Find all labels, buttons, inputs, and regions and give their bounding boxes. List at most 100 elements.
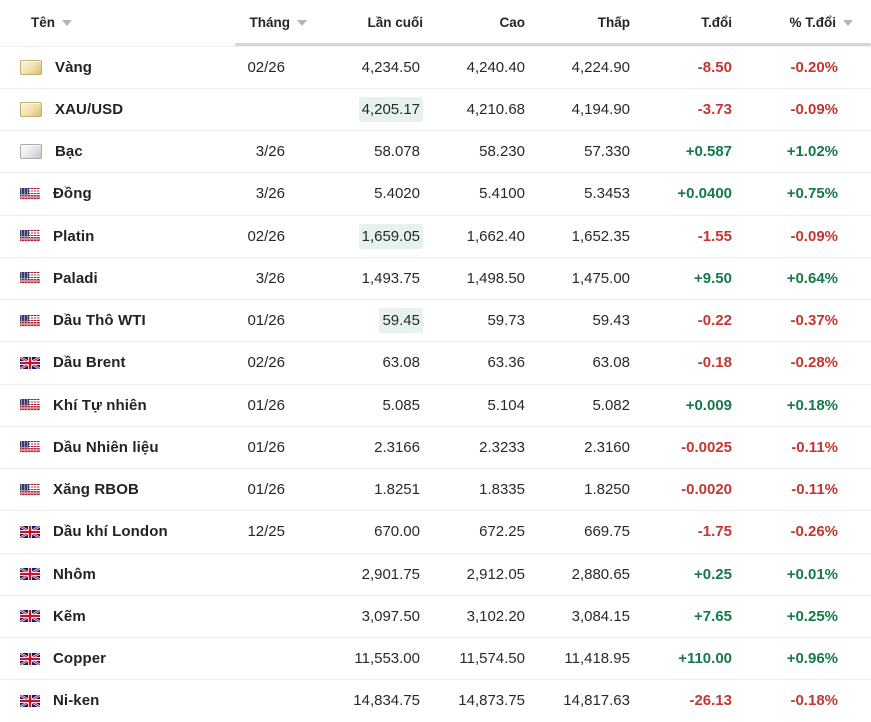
table-row[interactable]: Kẽm 3,097.50 3,102.20 3,084.15 +7.65 +0.25% (0, 595, 871, 639)
instrument-cell: Nhôm (0, 553, 235, 596)
last-price-value: 3,097.50 (361, 607, 420, 625)
instrument-name-link[interactable]: Kẽm (53, 607, 86, 625)
table-header-row: Tên Tháng Lần cuối Cao Thấp (0, 0, 871, 47)
month-cell: 01/26 (235, 299, 285, 343)
uk-flag-icon (20, 652, 40, 665)
change-pct-cell: -0.37% (732, 299, 871, 343)
sort-chevron-down-icon[interactable] (297, 19, 307, 26)
instrument-name-link[interactable]: Ni-ken (53, 692, 100, 710)
table-row[interactable]: Vàng 02/26 4,234.50 4,240.40 4,224.90 -8.50 -0… (0, 46, 871, 89)
table-row[interactable]: Platin 02/26 1,659.05 1,662.40 1,652.35 -1.55… (0, 215, 871, 258)
table-row[interactable]: Nhôm 2,901.75 2,912.05 2,880.65 +0.25 +0.01% (0, 553, 871, 596)
change-cell: +0.587 (630, 130, 732, 174)
low-cell: 1,475.00 (525, 257, 630, 301)
high-cell: 11,574.50 (423, 637, 525, 681)
column-header-change[interactable]: T.đổi (630, 0, 732, 47)
change-cell: +110.00 (630, 637, 732, 681)
month-cell (235, 679, 285, 722)
instrument-cell: Khí Tự nhiên (0, 384, 235, 427)
table-row[interactable]: Đồng 3/26 5.4020 5.4100 5.3453 +0.0400 +0.75% (0, 172, 871, 216)
change-pct-cell: -0.28% (732, 341, 871, 385)
last-price-value: 670.00 (374, 523, 420, 541)
instrument-name-link[interactable]: Copper (53, 650, 107, 668)
change-pct-cell: -0.11% (732, 468, 871, 512)
month-cell: 02/26 (235, 341, 285, 385)
instrument-name-link[interactable]: Bạc (55, 143, 83, 161)
table-row[interactable]: Dầu khí London 12/25 670.00 672.25 669.75 -1.… (0, 510, 871, 554)
month-cell: 12/25 (235, 510, 285, 554)
instrument-name-link[interactable]: XAU/USD (55, 100, 124, 118)
month-cell: 3/26 (235, 172, 285, 216)
change-cell: -0.0020 (630, 468, 732, 512)
table-row[interactable]: Dầu Nhiên liệu 01/26 2.3166 2.3233 2.3160 -0.… (0, 426, 871, 470)
change-cell: -26.13 (630, 679, 732, 722)
instrument-name-link[interactable]: Dầu Nhiên liệu (53, 438, 159, 456)
high-cell: 5.4100 (423, 172, 525, 216)
month-cell (235, 553, 285, 596)
column-header-high[interactable]: Cao (423, 0, 525, 47)
instrument-name-link[interactable]: Platin (53, 227, 95, 245)
instrument-cell: Vàng (0, 46, 235, 89)
sort-chevron-down-icon[interactable] (843, 19, 853, 26)
instrument-cell: Kẽm (0, 595, 235, 639)
table-row[interactable]: Bạc 3/26 58.078 58.230 57.330 +0.587 +1.02% (0, 130, 871, 174)
instrument-name-link[interactable]: Đồng (53, 185, 92, 203)
column-header-change-pct[interactable]: % T.đổi (732, 0, 871, 47)
horizontal-scrollbar-thumb[interactable] (235, 43, 871, 46)
column-header-change-label: T.đổi (701, 15, 732, 31)
month-cell (235, 88, 285, 132)
last-price-cell: 1,659.05 (285, 215, 423, 258)
change-pct-cell: -0.18% (732, 679, 871, 722)
month-cell: 02/26 (235, 215, 285, 258)
table-row[interactable]: Copper 11,553.00 11,574.50 11,418.95 +110.00… (0, 637, 871, 681)
column-header-low[interactable]: Thấp (525, 0, 630, 47)
instrument-cell: Paladi (0, 257, 235, 301)
instrument-cell: Ni-ken (0, 679, 235, 722)
sort-chevron-down-icon[interactable] (62, 19, 73, 26)
high-cell: 59.73 (423, 299, 525, 343)
change-pct-cell: -0.26% (732, 510, 871, 554)
instrument-cell: Bạc (0, 130, 235, 174)
instrument-name-link[interactable]: Khí Tự nhiên (53, 396, 147, 414)
low-cell: 11,418.95 (525, 637, 630, 681)
instrument-name-link[interactable]: Paladi (53, 269, 98, 287)
table-row[interactable]: XAU/USD 4,205.17 4,210.68 4,194.90 -3.73 -0.0… (0, 88, 871, 132)
column-header-last[interactable]: Lần cuối (285, 0, 423, 47)
instrument-cell: Dầu Brent (0, 341, 235, 385)
month-cell: 01/26 (235, 468, 285, 512)
instrument-name-link[interactable]: Dầu khí London (53, 523, 168, 541)
gold-bar-icon (20, 101, 42, 117)
last-price-value: 1,493.75 (361, 269, 420, 287)
column-header-month[interactable]: Tháng (235, 0, 307, 47)
table-row[interactable]: Khí Tự nhiên 01/26 5.085 5.104 5.082 +0.009 +0… (0, 384, 871, 427)
last-price-value: 1.8251 (374, 481, 420, 499)
uk-flag-icon (20, 356, 40, 369)
column-header-name[interactable]: Tên (0, 0, 235, 47)
instrument-name-link[interactable]: Vàng (55, 58, 93, 76)
high-cell: 4,240.40 (423, 46, 525, 89)
low-cell: 669.75 (525, 510, 630, 554)
uk-flag-icon (20, 525, 40, 538)
instrument-name-link[interactable]: Dầu Thô WTI (53, 312, 146, 330)
instrument-cell: XAU/USD (0, 88, 235, 132)
last-price-value: 63.08 (382, 354, 420, 372)
table-row[interactable]: Paladi 3/26 1,493.75 1,498.50 1,475.00 +9.50 +… (0, 257, 871, 301)
column-header-month-label: Tháng (249, 15, 291, 31)
change-pct-cell: -0.20% (732, 46, 871, 89)
low-cell: 2.3160 (525, 426, 630, 470)
table-row[interactable]: Dầu Brent 02/26 63.08 63.36 63.08 -0.18 -0.28% (0, 341, 871, 385)
high-cell: 63.36 (423, 341, 525, 385)
instrument-name-link[interactable]: Dầu Brent (53, 354, 126, 372)
us-flag-icon (20, 187, 40, 200)
change-cell: -8.50 (630, 46, 732, 89)
instrument-name-link[interactable]: Nhôm (53, 565, 96, 583)
low-cell: 1.8250 (525, 468, 630, 512)
low-cell: 57.330 (525, 130, 630, 174)
low-cell: 59.43 (525, 299, 630, 343)
instrument-name-link[interactable]: Xăng RBOB (53, 481, 139, 499)
table-row[interactable]: Ni-ken 14,834.75 14,873.75 14,817.63 -26.13-… (0, 679, 871, 722)
table-row[interactable]: Dầu Thô WTI 01/26 59.45 59.73 59.43 -0.22 -0.3… (0, 299, 871, 343)
change-cell: -1.55 (630, 215, 732, 258)
table-row[interactable]: Xăng RBOB 01/26 1.8251 1.8335 1.8250 -0.0020-… (0, 468, 871, 512)
